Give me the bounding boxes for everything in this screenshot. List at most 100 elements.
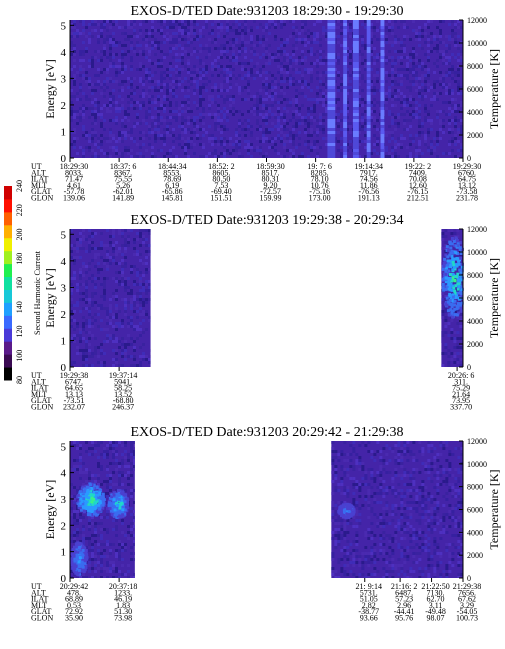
y-right-tick-label: 12000 xyxy=(467,225,487,234)
orbit-value: 1.83 xyxy=(116,601,130,610)
y-right-tick-label: 4000 xyxy=(467,108,483,117)
colorbar-swatch xyxy=(4,367,12,381)
orbit-value: 57.23 xyxy=(395,595,413,604)
y-tick-label: 2 xyxy=(61,309,67,321)
orbit-value: 1233. xyxy=(114,588,132,597)
orbit-value: 18:59:30 xyxy=(256,162,284,171)
orbit-value: 78.69 xyxy=(163,175,181,184)
colorbar-swatch xyxy=(4,341,12,355)
colorbar-tick-label: 140 xyxy=(15,301,24,313)
orbit-row-label: GLAT xyxy=(31,396,52,405)
orbit-row-label: ILAT xyxy=(31,384,48,393)
heatmap-segment xyxy=(70,229,151,367)
orbit-row-label: ALT xyxy=(31,168,46,177)
colorbar-swatch xyxy=(4,186,12,200)
colorbar-tick-label: 160 xyxy=(15,277,24,289)
orbit-value: 139.06 xyxy=(63,194,85,203)
orbit-value: 73.95 xyxy=(452,396,470,405)
colorbar-swatch xyxy=(4,354,12,368)
y-right-tick-label: 6000 xyxy=(467,85,483,94)
orbit-value: -76.15 xyxy=(408,187,429,196)
y-right-tick-label: 8000 xyxy=(467,483,483,492)
spectrogram-panel-3: EXOS-D/TED Date:931203 20:29:42 - 21:29:… xyxy=(31,425,501,623)
heatmap-segment xyxy=(70,20,463,158)
colorbar-tick-label: 80 xyxy=(15,376,24,384)
colorbar-tick-label: 120 xyxy=(15,326,24,338)
orbit-value: 2.82 xyxy=(362,601,376,610)
y-tick-label: 2 xyxy=(61,100,67,112)
orbit-value: 8367. xyxy=(114,168,132,177)
y-right-tick-label: 2000 xyxy=(467,551,483,560)
orbit-value: 10.76 xyxy=(311,181,329,190)
orbit-value: 7130. xyxy=(427,588,445,597)
orbit-value: 6747. xyxy=(65,377,83,386)
orbit-value: 8285. xyxy=(311,168,329,177)
y-tick-label: 3 xyxy=(61,494,67,506)
y-tick-label: 2 xyxy=(61,520,67,532)
y-axis-right-label: Temperature [K] xyxy=(487,258,501,338)
orbit-value: 13.12 xyxy=(458,181,476,190)
orbit-value: 19:29:30 xyxy=(453,162,481,171)
colorbar-swatch xyxy=(4,237,12,252)
orbit-value: 46.19 xyxy=(114,595,132,604)
orbit-value: 19:22: 2 xyxy=(405,162,431,171)
orbit-value: 100.73 xyxy=(456,614,478,623)
orbit-value: -54.05 xyxy=(457,607,478,616)
orbit-value: 19:14:34 xyxy=(355,162,383,171)
orbit-value: 75.29 xyxy=(452,384,470,393)
orbit-row-label: ILAT xyxy=(31,595,48,604)
y-tick-label: 3 xyxy=(61,73,67,85)
orbit-value: 5941. xyxy=(114,377,132,386)
orbit-value: 70.08 xyxy=(409,175,427,184)
orbit-value: 72.92 xyxy=(65,607,83,616)
y-tick-label: 4 xyxy=(61,256,67,268)
orbit-row-label: GLAT xyxy=(31,607,52,616)
orbit-value: 232.07 xyxy=(63,403,85,412)
y-axis-label: Energy [eV] xyxy=(43,59,57,118)
orbit-value: 159.99 xyxy=(260,194,282,203)
orbit-value: 145.81 xyxy=(161,194,183,203)
orbit-value: 51.05 xyxy=(360,595,378,604)
y-right-tick-label: 4000 xyxy=(467,317,483,326)
orbit-value: 58.25 xyxy=(114,384,132,393)
orbit-value: -72.57 xyxy=(260,187,281,196)
orbit-value: 8553. xyxy=(163,168,181,177)
orbit-value: 95.76 xyxy=(395,614,413,623)
orbit-value: 21:16: 2 xyxy=(391,582,417,591)
orbit-value: -69.40 xyxy=(211,187,232,196)
y-right-tick-label: 6000 xyxy=(467,506,483,515)
orbit-value: 141.89 xyxy=(112,194,134,203)
chart-title: EXOS-D/TED Date:931203 20:29:42 - 21:29:… xyxy=(131,425,404,440)
y-right-tick-label: 2000 xyxy=(467,131,483,140)
orbit-value: 67.62 xyxy=(458,595,476,604)
heatmap-segment xyxy=(441,229,464,367)
orbit-value: 19:37:14 xyxy=(109,371,137,380)
y-tick-label: 5 xyxy=(61,229,67,241)
orbit-value: 18:52: 2 xyxy=(208,162,234,171)
orbit-value: -75.16 xyxy=(309,187,330,196)
colorbar-tick-label: 240 xyxy=(15,180,24,192)
y-tick-label: 1 xyxy=(61,335,67,347)
orbit-value: 5731. xyxy=(360,588,378,597)
y-right-tick-label: 8000 xyxy=(467,62,483,71)
orbit-value: 80.31 xyxy=(262,175,280,184)
colorbar-swatch xyxy=(4,263,12,278)
y-right-tick-label: 12000 xyxy=(467,16,487,25)
orbit-value: 20:37:18 xyxy=(109,582,137,591)
orbit-row-label: MLT xyxy=(31,601,47,610)
y-right-tick-label: 6000 xyxy=(467,294,483,303)
orbit-value: 19:29:38 xyxy=(60,371,88,380)
orbit-value: 7917. xyxy=(360,168,378,177)
orbit-value: 311. xyxy=(454,377,468,386)
orbit-value: 64.75 xyxy=(458,175,476,184)
orbit-value: 74.56 xyxy=(360,175,378,184)
orbit-value: 13.52 xyxy=(114,390,132,399)
y-right-tick-label: 2000 xyxy=(467,340,483,349)
y-right-tick-label: 10000 xyxy=(467,39,487,48)
orbit-row-label: GLON xyxy=(31,614,53,623)
colorbar-swatch xyxy=(4,211,12,226)
orbit-value: 4.61 xyxy=(67,181,81,190)
orbit-value: -65.86 xyxy=(162,187,183,196)
orbit-value: 231.78 xyxy=(456,194,478,203)
